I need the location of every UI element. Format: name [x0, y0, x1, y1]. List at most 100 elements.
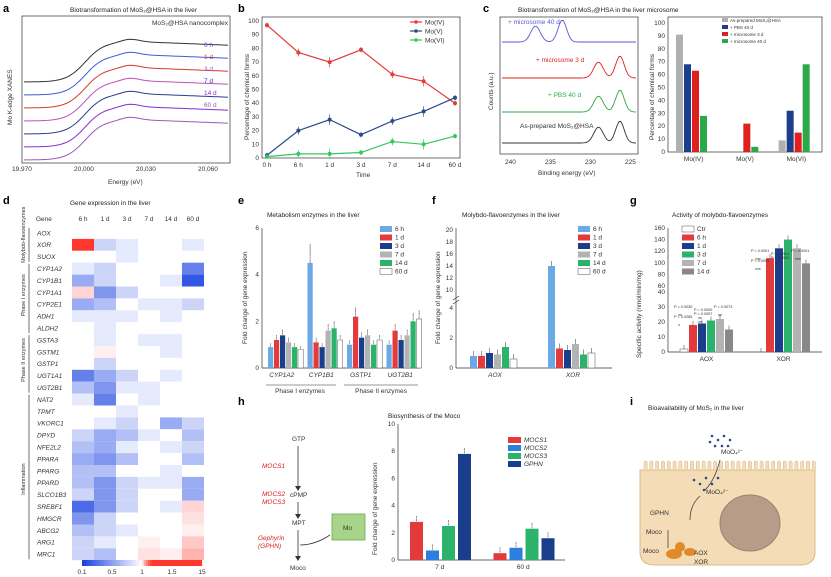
p-value: P = 0.0073 [714, 305, 732, 309]
scale-step [186, 560, 189, 566]
panel-b-ytick: 80 [252, 45, 260, 52]
heatmap-cell [182, 393, 204, 406]
legend-label: MOCS2 [524, 445, 548, 452]
legend-marker [414, 20, 418, 24]
panel-b-frame [261, 16, 461, 159]
heatmap-cell [116, 524, 138, 537]
scale-step [118, 560, 121, 566]
microvillus [649, 460, 654, 472]
heatmap-cell [138, 548, 160, 561]
microvillus [806, 460, 810, 472]
data-point [453, 101, 457, 106]
microvillus [672, 460, 677, 472]
scale-step [184, 560, 187, 566]
heatmap-cell [72, 227, 94, 239]
p-value: P < 0.0001 [791, 249, 809, 253]
heatmap-cell [116, 441, 138, 454]
ytick: 4 [449, 305, 453, 312]
molybdate-dot [702, 488, 706, 492]
bar [509, 358, 518, 369]
data-point [359, 132, 363, 137]
heatmap-cell [160, 357, 182, 370]
molybdate-dot [698, 482, 702, 486]
panel-c: c Biotransformation of MoS₂@HSA in the l… [483, 3, 823, 177]
panel-b-ytick: 0 [255, 155, 259, 162]
microvillus [788, 460, 793, 472]
gene-label: XOR [565, 372, 580, 379]
heatmap-gene-label: NAT2 [37, 397, 54, 404]
panel-b-chart: 0 10 20 30 40 50 60 70 80 90 100 0 h 6 h 1 d 3 d 7 d 14 … [248, 16, 462, 169]
heatmap-cell [138, 298, 160, 311]
xanes-curves [24, 38, 229, 161]
bar [802, 263, 810, 352]
scale-tick: 0.1 [77, 569, 86, 576]
microvillus [661, 460, 665, 472]
heatmap-cell [160, 286, 182, 299]
xps-label-1: + microsome 3 d [536, 57, 585, 64]
p-value: P = 0.0005 [751, 259, 769, 263]
panel-b-ytick: 30 [252, 114, 260, 121]
gene-label: CYP1A2 [269, 372, 294, 379]
data-point [390, 139, 395, 144]
microvillus [719, 460, 723, 472]
scale-step [98, 560, 101, 566]
panel-i: i Bioavailability of MoS₂ in the liver M… [630, 396, 816, 566]
enzyme-mocs2: MOCS2 [262, 491, 286, 498]
heatmap-cell [138, 310, 160, 323]
scale-tick: 1.5 [167, 569, 176, 576]
heatmap-cell [160, 441, 182, 454]
liver-cell-illustration [639, 434, 816, 566]
bar [509, 547, 523, 560]
heatmap-cell [94, 512, 116, 525]
heatmap-gene-label: HMGCR [37, 516, 62, 523]
panel-i-label: i [630, 396, 633, 408]
heatmap-cell [72, 346, 94, 358]
heatmap-cell [94, 262, 116, 275]
data-point [390, 72, 395, 77]
c-bar-xtick: Mo(VI) [787, 156, 807, 163]
panel-c-xlabel: Binding energy (eV) [538, 170, 595, 177]
heatmap-cell [116, 417, 138, 430]
microvillus [777, 460, 781, 472]
xps-curve-2 [502, 89, 637, 113]
xanes-time-label: 1 d [204, 54, 213, 61]
heatmap-cell [138, 262, 160, 275]
heatmap-cell [72, 488, 94, 501]
heatmap-cell [138, 453, 160, 465]
xanes-curve [24, 64, 229, 109]
c-legend-swatch [722, 18, 728, 22]
heatmap-cell [72, 405, 94, 418]
heatmap-cell [138, 334, 160, 346]
replicate-point [299, 346, 303, 350]
c-bar-xtick: Mo(V) [736, 156, 754, 163]
heatmap-cell [94, 274, 116, 287]
panel-d-title: Gene expression in the liver [70, 200, 151, 207]
legend-label: Mo(V) [425, 29, 443, 36]
panel-a: a Biotransformation of MoS₂@HSA in the l… [3, 3, 231, 186]
scale-step [120, 560, 123, 566]
heatmap-cell [182, 381, 204, 394]
c-bar-ytick: 70 [658, 59, 666, 66]
gene-label: CYP1B1 [309, 372, 334, 379]
heatmap-column-header: 1 d [100, 216, 109, 223]
heatmap-gene-label: CYP1B1 [37, 278, 62, 285]
heatmap-cell [72, 262, 94, 275]
panel-b-ytick: 10 [252, 141, 260, 148]
scale-step [154, 560, 157, 566]
bar [766, 258, 774, 352]
heatmap-cell [116, 238, 138, 251]
heatmap-column-header: 14 d [165, 216, 178, 223]
legend-label: 6 h [593, 226, 602, 233]
panel-e-chart: 0 2 4 6 CYP1A2 CYP1B1 GSTP1 UGT2B1 6 h 1 d3 d 7 d1… [255, 225, 422, 395]
bar [725, 329, 733, 352]
heatmap-colorscale: 0.1 0.5 1 1.5 15 [77, 560, 206, 576]
data-point [421, 79, 426, 84]
heatmap-cell [138, 476, 160, 489]
scale-step [116, 560, 119, 566]
enzyme-gphn: (GPHN) [258, 543, 281, 550]
xanes-time-label: 6 h [204, 42, 213, 49]
molybdate-dot [713, 444, 717, 448]
scale-step [178, 560, 181, 566]
heatmap-cell [138, 369, 160, 382]
microvillus [765, 460, 770, 472]
